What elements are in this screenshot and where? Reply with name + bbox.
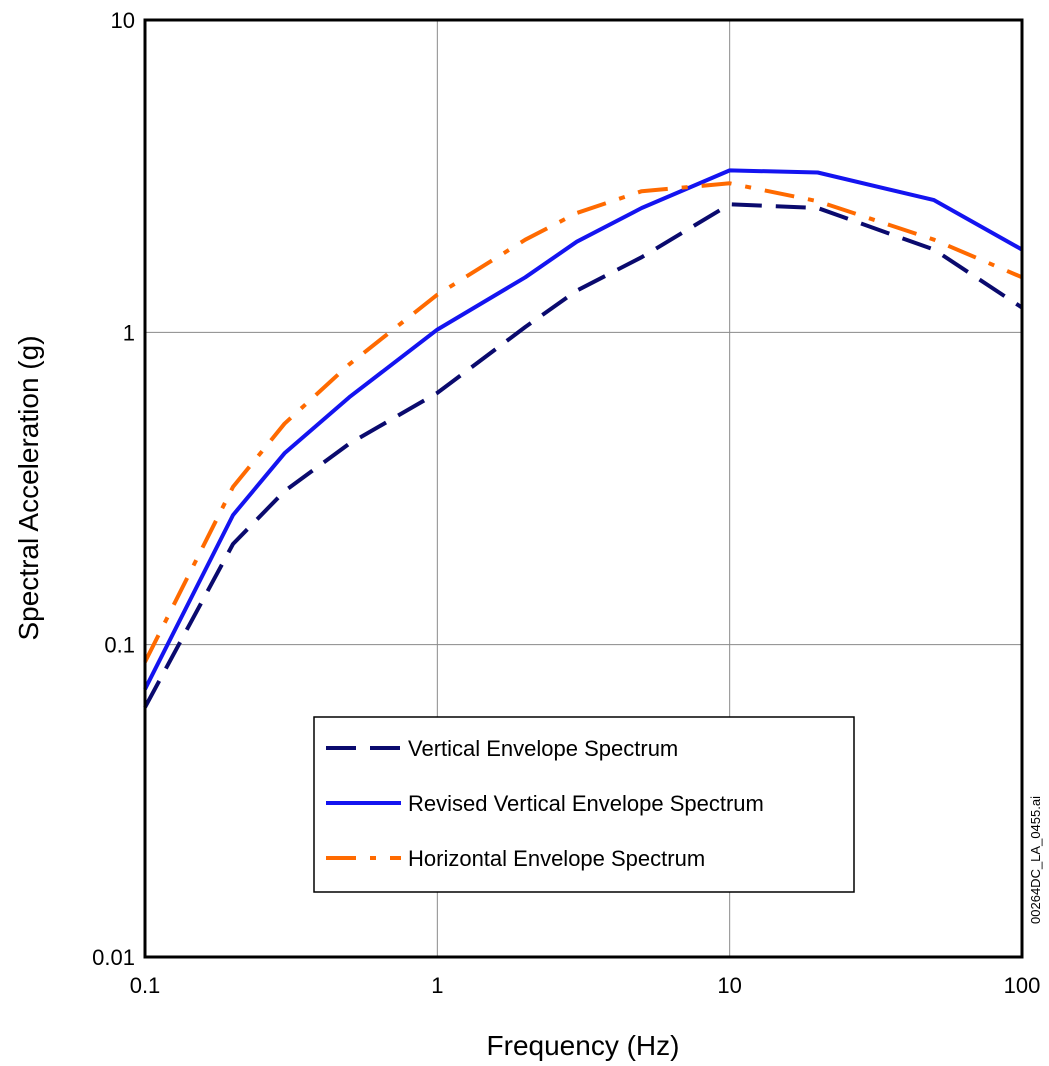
- plot-frame: [143, 18, 1024, 959]
- legend-label-3: Horizontal Envelope Spectrum: [408, 846, 705, 871]
- series-line-2: [143, 168, 1023, 691]
- y-tick-label: 0.1: [104, 633, 135, 658]
- legend-label-2: Revised Vertical Envelope Spectrum: [408, 791, 764, 816]
- x-tick-label: 100: [1004, 973, 1041, 998]
- y-tick-labels: 0.01 0.1 1 10: [92, 8, 135, 970]
- legend-box: [313, 716, 855, 893]
- x-tick-label: 0.1: [130, 973, 161, 998]
- x-axis-title: Frequency (Hz): [487, 1030, 680, 1061]
- legend-label-1: Vertical Envelope Spectrum: [408, 736, 678, 761]
- x-tick-label: 1: [431, 973, 443, 998]
- legend: Vertical Envelope Spectrum Revised Vertic…: [313, 716, 855, 893]
- y-tick-label: 10: [111, 8, 135, 33]
- y-tick-label: 0.01: [92, 945, 135, 970]
- x-tick-label: 10: [717, 973, 741, 998]
- file-label: 00264DC_LA_0455.ai: [1028, 796, 1043, 924]
- y-tick-label: 1: [123, 320, 135, 345]
- series-lines: [143, 168, 1024, 709]
- series-line-1: [143, 202, 1024, 709]
- x-tick-labels: 0.1 1 10 100: [130, 973, 1041, 998]
- series-line-3: [143, 181, 1023, 663]
- y-axis-title: Spectral Acceleration (g): [13, 335, 44, 640]
